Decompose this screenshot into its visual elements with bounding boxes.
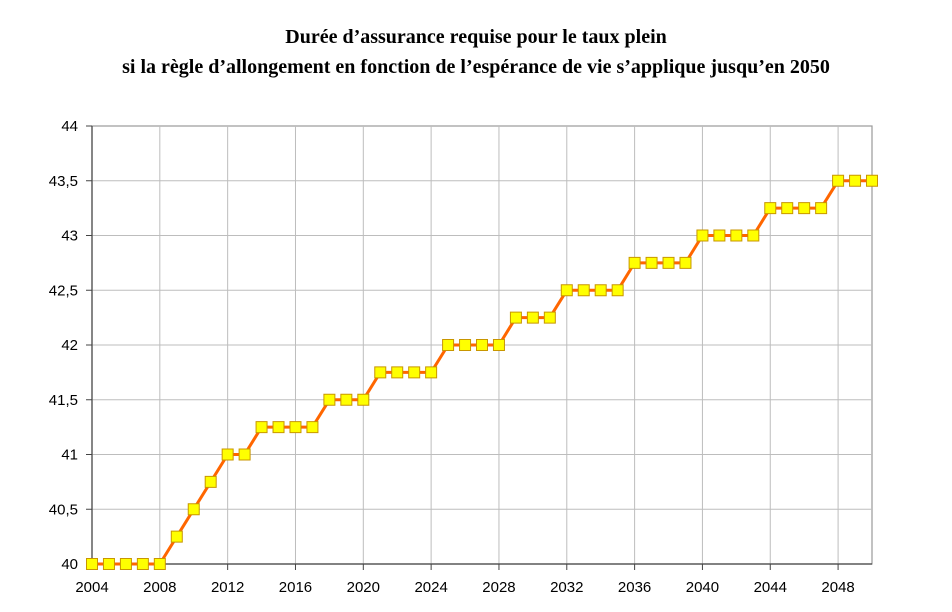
- y-tick-label: 40: [61, 556, 78, 573]
- data-point: [815, 202, 828, 215]
- data-point: [594, 284, 607, 297]
- data-point: [153, 558, 166, 570]
- data-point: [204, 475, 217, 488]
- data-point: [781, 202, 794, 215]
- data-point: [730, 229, 743, 242]
- x-tick-label: 2020: [347, 579, 380, 596]
- data-point: [119, 558, 132, 570]
- data-point: [577, 284, 590, 297]
- data-point: [374, 366, 387, 379]
- chart-title-block: Durée d’assurance requise pour le taux p…: [0, 22, 952, 82]
- data-point: [323, 393, 336, 406]
- data-point: [509, 311, 522, 324]
- tick-labels: 40 40,5 41 41,5 42 42,5 43 43,5 44 2004 2008 2012 20…: [49, 118, 855, 596]
- chart-title: Durée d’assurance requise pour le taux p…: [285, 26, 667, 48]
- x-tick-label: 2028: [482, 579, 515, 596]
- data-point: [679, 256, 692, 269]
- data-point: [289, 421, 302, 434]
- data-point: [136, 558, 149, 570]
- data-point: [543, 311, 556, 324]
- data-point: [238, 448, 251, 461]
- data-point: [713, 229, 726, 242]
- x-tick-label: 2032: [550, 579, 583, 596]
- y-tick-label: 44: [61, 118, 78, 135]
- data-point: [391, 366, 404, 379]
- series-markers: [86, 174, 878, 570]
- data-point: [611, 284, 624, 297]
- data-point: [425, 366, 438, 379]
- data-point: [832, 174, 845, 187]
- chart-subtitle: si la règle d’allongement en fonction de…: [122, 56, 830, 78]
- data-point: [306, 421, 319, 434]
- y-tick-label: 40,5: [49, 501, 78, 518]
- data-point: [408, 366, 421, 379]
- data-point: [764, 202, 777, 215]
- data-point: [662, 256, 675, 269]
- data-point: [272, 421, 285, 434]
- data-point: [492, 339, 505, 351]
- data-point: [526, 311, 539, 324]
- data-point: [187, 503, 200, 516]
- data-point: [628, 256, 641, 269]
- data-point: [340, 393, 353, 406]
- data-point: [170, 530, 183, 543]
- data-point: [696, 229, 709, 242]
- data-point: [255, 421, 268, 434]
- y-tick-label: 41,5: [49, 392, 78, 409]
- y-tick-label: 42: [61, 337, 78, 354]
- y-tick-label: 43,5: [49, 173, 78, 190]
- data-point: [357, 393, 370, 406]
- x-tick-label: 2008: [143, 579, 176, 596]
- data-point: [459, 339, 472, 351]
- x-tick-label: 2048: [821, 579, 854, 596]
- y-tick-label: 42,5: [49, 282, 78, 299]
- x-tick-label: 2040: [686, 579, 719, 596]
- data-point: [747, 229, 760, 242]
- x-tick-label: 2012: [211, 579, 244, 596]
- x-tick-label: 2036: [618, 579, 651, 596]
- y-tick-label: 41: [61, 447, 78, 464]
- y-tick-label: 43: [61, 228, 78, 245]
- data-point: [476, 339, 488, 351]
- x-tick-label: 2004: [75, 579, 108, 596]
- data-point: [560, 284, 573, 297]
- x-tick-label: 2024: [414, 579, 447, 596]
- data-point: [866, 174, 878, 187]
- data-point: [645, 256, 658, 269]
- data-point: [442, 339, 455, 351]
- data-point: [221, 448, 234, 461]
- data-point: [849, 174, 862, 187]
- x-tick-label: 2044: [754, 579, 787, 596]
- x-tick-label: 2016: [279, 579, 312, 596]
- data-point: [798, 202, 811, 215]
- data-point: [102, 558, 115, 570]
- data-point: [86, 558, 98, 570]
